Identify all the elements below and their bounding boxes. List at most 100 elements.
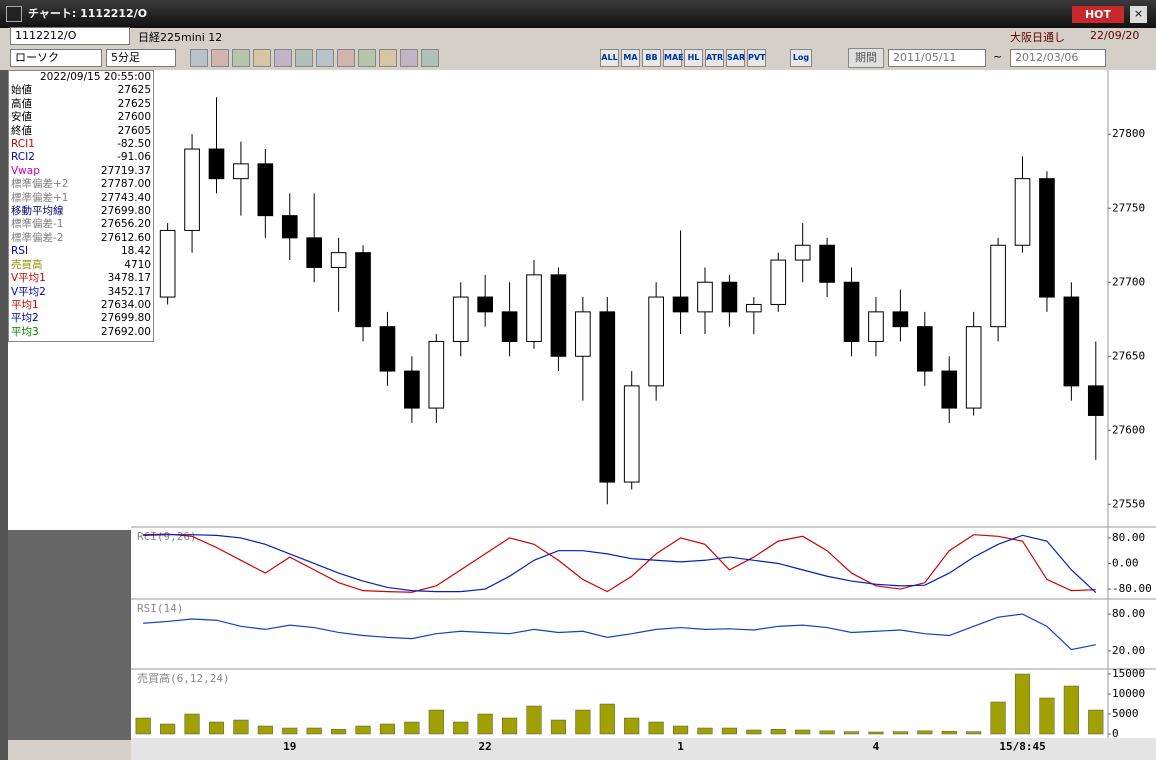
info-row: V平均1 3478.17 [11,272,151,285]
side-gray [8,530,131,740]
candle-body [770,259,787,305]
candle-body [868,311,884,342]
info-label: 平均1 [11,298,39,311]
candle-body [1087,385,1104,416]
y-tick-label: 27550 [1112,497,1145,510]
candle-body [452,296,469,342]
info-value: -82.50 [117,138,151,151]
volume-bar [624,717,640,735]
candle-body [575,311,591,357]
info-label: 始値 [11,84,32,97]
volume-bar [477,713,493,735]
candle-body [379,326,396,372]
candle-body [1014,178,1031,246]
y-tick-label: 27750 [1112,201,1145,214]
info-label: V平均1 [11,272,46,285]
interval-select[interactable]: 5分足 [106,49,176,67]
info-label: 標準偏差+1 [11,191,69,204]
volume-bar [746,729,762,735]
to-date[interactable]: 2012/03/06 [1010,49,1106,67]
volume-bar [1063,685,1079,735]
info-row: 始値 27625 [11,84,151,97]
tool-button[interactable]: HL [684,49,703,67]
tool-button[interactable]: MA [621,49,640,67]
info-label: 平均2 [11,312,39,325]
volume-bar [208,721,225,735]
period-button[interactable]: 期間 [848,48,884,68]
info-label: 高値 [11,97,32,110]
chart-type-select[interactable]: ローソク [10,49,102,67]
info-value: 3452.17 [107,285,151,298]
volume-bar [135,717,151,735]
candle-body [501,311,518,342]
info-value: 27605 [117,124,151,137]
tool-button[interactable]: SAR [726,49,745,67]
tool-button[interactable]: Log [790,49,812,67]
info-label: 安値 [11,111,32,124]
volume-bar [1039,697,1055,735]
x-tick-label: 22 [479,740,492,753]
session: 大阪日通し [1010,31,1065,44]
volume-bar [575,709,591,735]
info-value: 27699.80 [100,312,151,325]
info-row: RCI1 -82.50 [11,138,151,151]
volume-bar [941,730,957,735]
volume-bar [1014,673,1031,735]
candle-body [843,281,860,342]
volume-bar [502,717,518,735]
candle-body [550,274,567,357]
info-value: 4710 [124,258,151,271]
tool-button[interactable]: ATR [705,49,724,67]
tool-icon [211,49,229,67]
close-button[interactable]: × [1130,6,1147,23]
y-tick-label: 80.00 [1112,531,1145,544]
candle-body [819,244,835,283]
tool-icon [337,49,355,67]
volume-bar [917,730,933,735]
volume-bar [404,721,420,735]
tool-button[interactable]: BB [642,49,661,67]
info-label: 売買高 [11,258,43,271]
tool-icon [379,49,397,67]
tool-icon [295,49,313,67]
info-value: 27692.00 [100,325,151,338]
y-tick-label: 0.00 [1112,556,1139,569]
y-tick-label: 27700 [1112,275,1145,288]
tool-button[interactable]: ALL [600,49,619,67]
info-value: 27719.37 [100,164,151,177]
tool-button[interactable]: MAE [663,49,684,67]
y-tick-label: 15000 [1112,667,1145,680]
window-title: チャート: 1112212/O [28,7,148,20]
volume-bar [331,728,347,735]
candle-body [721,281,738,313]
candle-body [672,296,689,313]
candle-body [697,281,713,313]
tool-icon [274,49,292,67]
volume-bar [282,727,298,735]
candle-body [257,163,274,217]
info-label: 移動平均線 [11,205,64,218]
candle-body [623,385,640,483]
info-value: -91.06 [117,151,151,164]
left-edge [0,70,8,760]
tool-icon [232,49,250,67]
from-date[interactable]: 2011/05/11 [888,49,986,67]
tool-button[interactable]: PVT [747,49,766,67]
volume-bar [843,731,860,735]
hot-button[interactable]: HOT [1072,6,1124,23]
candle-body [648,296,664,387]
candle-body [1039,178,1055,298]
series-line [143,613,1096,651]
info-row: RCI2 -91.06 [11,151,151,164]
candle-body [892,311,909,328]
candle-body [233,163,249,180]
candle-body [281,215,298,239]
info-row: 移動平均線 27699.80 [11,205,151,218]
series-line [143,533,1096,593]
y-tick-label: -80.00 [1112,582,1152,595]
volume-bar [526,705,542,735]
symbol-combo[interactable]: 1112212/O [10,27,130,45]
candle-body [184,148,200,231]
tool-icon [421,49,439,67]
